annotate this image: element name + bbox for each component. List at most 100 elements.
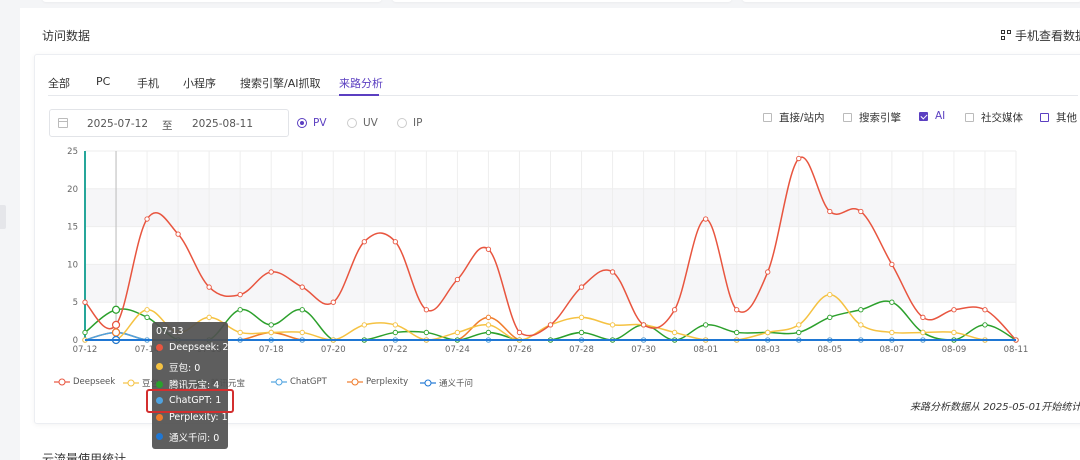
y-tick-label: 5 <box>73 298 78 308</box>
metric-radio-ip[interactable]: IP <box>397 117 422 129</box>
data-point <box>268 329 274 336</box>
tooltip-row-text: ChatGPT: 1 <box>169 394 222 406</box>
date-range-picker[interactable]: 2025-07-12 至 2025-08-11 <box>49 109 289 137</box>
data-point <box>796 329 802 336</box>
x-tick-label: 07-22 <box>383 345 408 355</box>
metric-label: UV <box>363 117 378 129</box>
checkbox-box <box>843 113 852 122</box>
tooltip-title: 07-13 <box>156 326 184 337</box>
source-checkbox-direct[interactable]: 直接/站内 <box>763 110 825 125</box>
radio-circle <box>347 118 357 128</box>
legend-item[interactable]: Perplexity <box>347 377 408 387</box>
source-label: 搜索引擎 <box>859 112 901 124</box>
tooltip-row: Perplexity: 1 <box>156 412 228 423</box>
tooltip-row-text: 通义千问: 0 <box>169 432 220 444</box>
legend-swatch <box>347 378 363 386</box>
data-point <box>268 269 274 275</box>
tab-mobile[interactable]: 手机 <box>137 77 159 90</box>
tooltip-row-text: 腾讯元宝: 4 <box>169 380 220 391</box>
legend-item[interactable]: ChatGPT <box>271 377 327 387</box>
data-point <box>889 299 895 305</box>
tooltip-series-dot <box>156 414 163 421</box>
data-point <box>206 314 212 320</box>
data-point <box>237 329 243 336</box>
data-point <box>765 329 771 336</box>
data-point <box>578 329 585 336</box>
data-point <box>951 307 957 313</box>
date-start[interactable]: 2025-07-12 <box>87 118 149 130</box>
checkbox-box <box>1040 113 1049 122</box>
data-point <box>485 329 492 336</box>
x-tick-label: 07-26 <box>507 345 532 355</box>
data-point <box>516 329 523 336</box>
tab-referrer-analysis[interactable]: 来路分析 <box>339 77 383 90</box>
data-point <box>392 322 398 328</box>
legend-item[interactable]: 豆包 <box>123 377 159 389</box>
x-tick-label: 08-03 <box>755 345 780 355</box>
left-scroll-handle[interactable] <box>0 205 6 229</box>
data-point <box>299 329 305 336</box>
chart-tooltip: 07-13 Deepseek: 2 豆包: 0 腾讯元宝: 4 ChatGPT: 1 P… <box>152 322 228 449</box>
tooltip-row-text: Perplexity: 1 <box>169 412 228 423</box>
checkbox-box <box>965 113 974 122</box>
tab-search-ai[interactable]: 搜索引擎/AI抓取 <box>240 77 321 90</box>
data-point <box>827 291 833 298</box>
legend-swatch <box>123 379 139 387</box>
y-tick-label: 20 <box>67 185 78 195</box>
data-point <box>796 322 802 328</box>
data-point <box>920 329 926 336</box>
legend-label: 豆包 <box>142 379 160 389</box>
data-point <box>392 329 398 336</box>
source-checkbox-ai[interactable]: AI <box>919 110 945 122</box>
data-point <box>237 307 243 313</box>
source-checkbox-social[interactable]: 社交媒体 <box>965 110 1023 125</box>
active-tab-indicator <box>339 94 379 96</box>
x-tick-label: 08-09 <box>942 345 967 355</box>
legend-item[interactable]: Deepseek <box>54 377 115 387</box>
tab-all[interactable]: 全部 <box>48 77 70 90</box>
legend-label: 腾讯元宝 <box>211 379 246 389</box>
x-tick-label: 08-05 <box>817 345 842 355</box>
source-label: 直接/站内 <box>779 112 825 124</box>
tooltip-series-dot <box>156 363 163 370</box>
date-end[interactable]: 2025-08-11 <box>192 118 254 130</box>
checkbox-box <box>919 111 928 121</box>
legend-item[interactable]: 通义千问 <box>420 377 473 389</box>
data-point <box>144 314 150 320</box>
data-point <box>578 284 585 290</box>
tooltip-series-dot <box>156 344 163 351</box>
data-point <box>858 307 864 313</box>
mobile-view-link[interactable]: 手机查看数据 <box>1001 27 1080 44</box>
footnote: 来路分析数据从 2025-05-01开始统计 <box>910 402 1080 413</box>
legend-swatch-dot <box>58 378 66 386</box>
data-point <box>982 307 988 313</box>
x-tick-label: 07-28 <box>569 345 594 355</box>
data-point <box>703 322 709 328</box>
date-separator: 至 <box>162 120 173 132</box>
data-point <box>454 329 461 336</box>
y-tick-label: 15 <box>67 223 78 233</box>
x-tick-label: 07-18 <box>259 345 284 355</box>
source-checkbox-other[interactable]: 其他 <box>1040 110 1077 125</box>
data-point <box>796 155 802 162</box>
legend-label: Perplexity <box>366 377 409 387</box>
data-point <box>703 216 709 222</box>
x-tick-label: 07-24 <box>445 345 470 355</box>
data-point <box>609 269 616 275</box>
qr-code-icon <box>1001 30 1012 41</box>
tab-pc[interactable]: PC <box>96 75 111 88</box>
tooltip-row-text: 豆包: 0 <box>169 362 201 374</box>
metric-radio-pv[interactable]: PV <box>297 117 327 129</box>
data-point <box>423 307 430 313</box>
data-point <box>206 284 212 290</box>
hover-data-point <box>111 328 121 337</box>
data-point <box>82 299 88 305</box>
section-title: 访问数据 <box>42 29 91 43</box>
metric-radio-uv[interactable]: UV <box>347 117 378 129</box>
tab-bar: 全部 PC 手机 小程序 搜索引擎/AI抓取 来路分析 <box>48 68 1078 96</box>
tab-miniprogram[interactable]: 小程序 <box>183 77 216 90</box>
source-label: 社交媒体 <box>981 112 1023 124</box>
data-point <box>361 239 367 245</box>
source-checkbox-search[interactable]: 搜索引擎 <box>843 110 901 125</box>
